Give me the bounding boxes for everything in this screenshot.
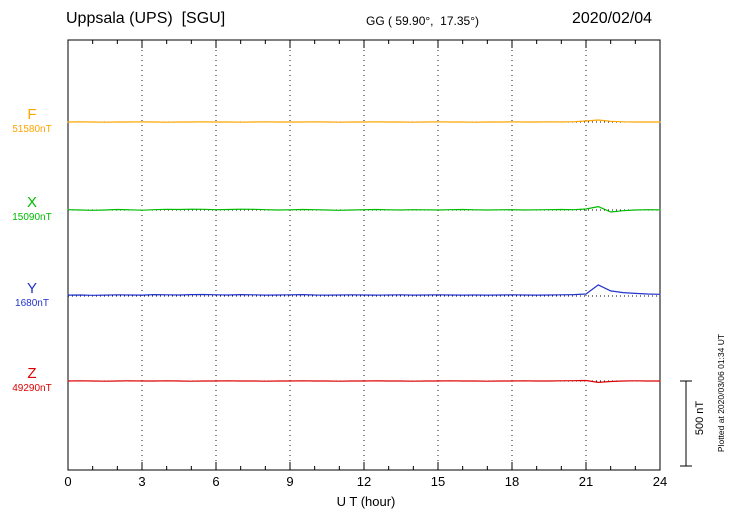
x-tick-label-0: 0 [64, 474, 72, 489]
plot-date: 2020/02/04 [572, 10, 653, 27]
series-label-f: F 51580nT [0, 107, 64, 135]
x-axis-label: U T (hour) [336, 494, 396, 509]
x-tick-label-24: 24 [652, 474, 668, 489]
series-baseline-x: 15090nT [12, 212, 52, 223]
series-baseline-f: 51580nT [12, 124, 52, 135]
station-title: Uppsala (UPS) [SGU] [66, 10, 226, 27]
x-tick-label-12: 12 [356, 474, 372, 489]
series-baseline-z: 49290nT [12, 383, 52, 394]
series-letter-x: X [26, 194, 37, 211]
series-letter-y: Y [26, 280, 37, 297]
x-tick-label-6: 6 [212, 474, 220, 489]
plotted-at-note: Plotted at 2020/03/06 01:34 UT [716, 333, 726, 453]
series-label-z: Z 49290nT [0, 366, 64, 394]
x-tick-label-18: 18 [504, 474, 520, 489]
x-tick-label-21: 21 [578, 474, 594, 489]
series-label-y: Y 1680nT [0, 281, 64, 309]
geographic-coords: GG ( 59.90°, 17.35°) [366, 14, 479, 28]
series-letter-z: Z [27, 365, 37, 382]
series-letter-f: F [27, 106, 37, 123]
x-tick-label-3: 3 [138, 474, 146, 489]
series-baseline-y: 1680nT [15, 298, 49, 309]
scalebar-label: 500 nT [694, 400, 706, 436]
x-tick-label-15: 15 [430, 474, 446, 489]
x-tick-label-9: 9 [286, 474, 294, 489]
series-label-x: X 15090nT [0, 195, 64, 223]
